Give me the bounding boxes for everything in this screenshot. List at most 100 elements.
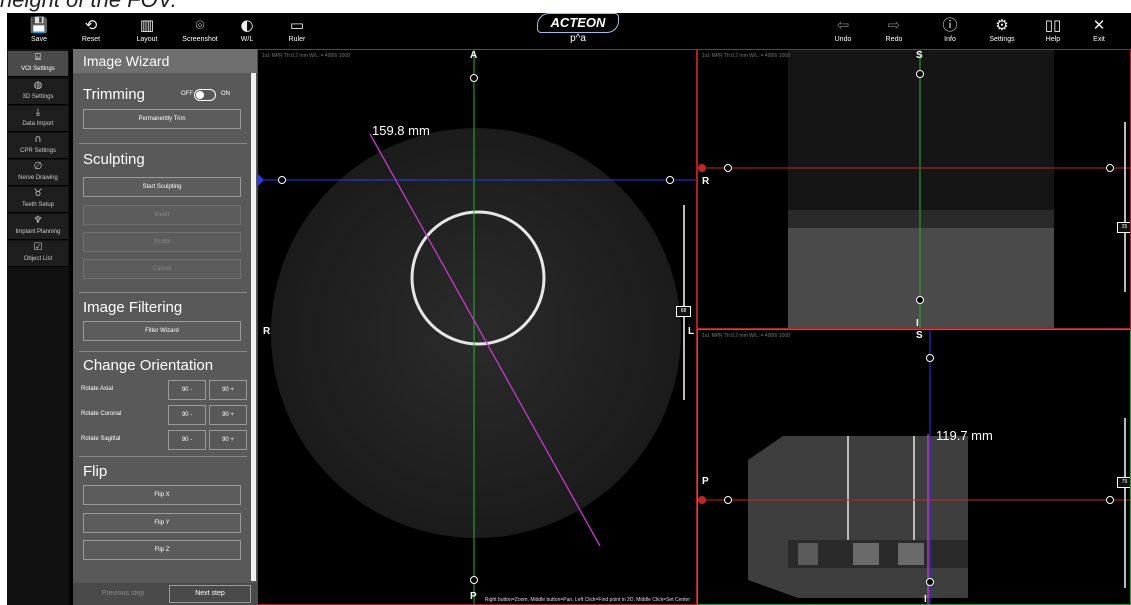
sidebar-item-object-list[interactable]: ☑ Object List — [8, 241, 68, 267]
toggle-on-label: ON — [221, 91, 230, 97]
crosshair-handle[interactable] — [724, 496, 732, 504]
orientation-label-top: S — [916, 50, 923, 61]
red-marker — [698, 164, 706, 172]
rotate-sagittal-minus-button[interactable]: 90 - — [168, 430, 206, 450]
volume-lower — [788, 225, 1054, 328]
slice-slider-value[interactable]: 25 — [1117, 222, 1130, 233]
rotate-axial-plus-button[interactable]: 90 + — [209, 380, 247, 400]
crosshair-handle[interactable] — [1106, 164, 1114, 172]
trimming-toggle[interactable]: OFF ON — [181, 89, 231, 101]
toggle-switch — [194, 89, 216, 101]
orientation-label-left: R — [263, 326, 271, 337]
start-sculpting-button[interactable]: Start Sculpting — [83, 177, 241, 197]
orientation-label-right: L — [688, 326, 695, 337]
filter-wizard-button[interactable]: Filter Wizard — [83, 321, 241, 341]
save-button[interactable]: 💾 Save — [9, 15, 69, 49]
red-marker — [698, 496, 706, 504]
acteon-logo: ACTEON — [537, 13, 619, 33]
sidebar-item-data-import[interactable]: ⤓ Data Import — [8, 106, 68, 132]
cancel-button[interactable]: Cancel — [83, 259, 241, 279]
volume-notch — [798, 543, 818, 565]
slice-slider-value[interactable]: 68 — [676, 306, 691, 317]
sculpting-heading: Sculpting — [83, 151, 145, 168]
sidebar-item-voi-settings[interactable]: ⌸ VOI Settings — [8, 51, 68, 77]
rotate-axial-minus-button[interactable]: 90 - — [168, 380, 206, 400]
settings-button[interactable]: ⚙ Settings — [972, 15, 1032, 49]
sculpt-button[interactable]: Sculpt — [83, 232, 241, 252]
rotate-coronal-plus-button[interactable]: 90 + — [209, 405, 247, 425]
screenshot-button[interactable]: ⌾ Screenshot — [170, 15, 230, 49]
crosshair-handle[interactable] — [926, 354, 934, 362]
orientation-label-bottom: I — [924, 594, 927, 605]
layout-icon: ▥ — [139, 16, 155, 34]
flip-y-button[interactable]: Flip Y — [83, 513, 241, 533]
phantom-ring — [410, 210, 546, 346]
crosshair-handle[interactable] — [724, 164, 732, 172]
crosshair-handle[interactable] — [916, 296, 924, 304]
invert-button[interactable]: Invert — [83, 205, 241, 225]
blue-marker — [258, 174, 264, 186]
divider — [79, 351, 247, 352]
window-level-button[interactable]: ◐ W/L — [217, 15, 277, 49]
measurement-line — [369, 133, 601, 547]
flip-x-button[interactable]: Flip X — [83, 485, 241, 505]
view-info-text: 1x1 MPR Th:0.2 mm W/L := 4000/ 1000 — [702, 333, 790, 339]
previous-step-button[interactable]: Previous step — [101, 590, 145, 597]
orientation-label-top: S — [916, 330, 923, 341]
rotate-axial-label: Rotate Axial — [81, 386, 114, 392]
rotate-sagittal-plus-button[interactable]: 90 + — [209, 430, 247, 450]
wizard-scrollbar[interactable] — [251, 73, 256, 581]
rotate-sagittal-label: Rotate Sagittal — [81, 436, 121, 442]
undo-icon: ⇦ — [836, 16, 850, 34]
undo-button[interactable]: ⇦ Undo — [813, 15, 873, 49]
crosshair-handle[interactable] — [470, 74, 478, 82]
tooth-icon: ♉ — [33, 188, 43, 199]
permanently-trim-button[interactable]: Permanently Trim — [83, 109, 241, 129]
exit-button[interactable]: ✕ Exit — [1069, 15, 1129, 49]
reset-icon: ⟲ — [84, 16, 98, 34]
next-step-button[interactable]: Next step — [169, 585, 251, 603]
crosshair-handle[interactable] — [916, 70, 924, 78]
slice-slider-track[interactable] — [1124, 418, 1126, 588]
sidebar-item-nerve-drawing[interactable]: ∅ Nerve Drawing — [8, 160, 68, 186]
ruler-button[interactable]: ▭ Ruler — [267, 15, 327, 49]
nerve-icon: ∅ — [33, 161, 43, 172]
redo-button[interactable]: ⇨ Redo — [864, 15, 924, 49]
axial-view[interactable]: 1x1 MPR Th:0.2 mm W/L := 4000/ 1000 A P … — [257, 49, 697, 605]
slice-slider-track[interactable] — [1124, 122, 1126, 292]
slice-slider-value[interactable]: 79 — [1117, 477, 1130, 488]
rotate-coronal-label: Rotate Coronal — [81, 411, 122, 417]
sidebar-item-cpr-settings[interactable]: ∩ CPR Settings — [8, 133, 68, 159]
volume-block — [748, 436, 968, 598]
sidebar-item-3d-settings[interactable]: ◍ 3D Settings — [8, 79, 68, 105]
reset-button[interactable]: ⟲ Reset — [61, 15, 121, 49]
sidebar-item-teeth-setup[interactable]: ♉ Teeth Setup — [8, 187, 68, 213]
slice-slider-track[interactable] — [683, 205, 685, 400]
crosshair-handle[interactable] — [278, 176, 286, 184]
orientation-label-left: P — [702, 476, 709, 487]
rotate-coronal-minus-button[interactable]: 90 - — [168, 405, 206, 425]
close-icon: ✕ — [1092, 16, 1106, 34]
wizard-step-bar: Previous step Next step — [73, 583, 257, 605]
crosshair-handle[interactable] — [470, 576, 478, 584]
crosshair-handle[interactable] — [1106, 496, 1114, 504]
flip-heading: Flip — [83, 463, 108, 480]
layout-button[interactable]: ▥ Layout — [117, 15, 177, 49]
sidebar-item-implant-planning[interactable]: ♆ Implant Planning — [8, 214, 68, 240]
sagittal-view[interactable]: 1x1 MPR Th:0.2 mm W/L := 4000/ 1000 S R … — [697, 49, 1131, 329]
flip-z-button[interactable]: Flip Z — [83, 540, 241, 560]
implant-icon: ♆ — [33, 215, 43, 226]
patient-name: p^a — [570, 33, 586, 44]
volume-notch — [898, 543, 924, 565]
info-button[interactable]: ⓘ Info — [920, 15, 980, 49]
coronal-view[interactable]: 1x1 MPR Th:0.2 mm W/L := 4000/ 1000 S P … — [697, 329, 1131, 605]
measurement-label: 119.7 mm — [936, 428, 993, 443]
top-toolbar: 💾 Save ⟲ Reset ▥ Layout ⌾ Screenshot ◐ W/L ▭ R… — [7, 13, 1131, 49]
divider — [79, 143, 247, 144]
crosshair-handle[interactable] — [666, 176, 674, 184]
divider — [79, 292, 247, 293]
book-icon: ▯▯ — [1044, 16, 1062, 34]
help-button[interactable]: ▯▯ Help — [1023, 15, 1083, 49]
list-icon: ☑ — [33, 242, 43, 253]
crosshair-handle[interactable] — [926, 578, 934, 586]
